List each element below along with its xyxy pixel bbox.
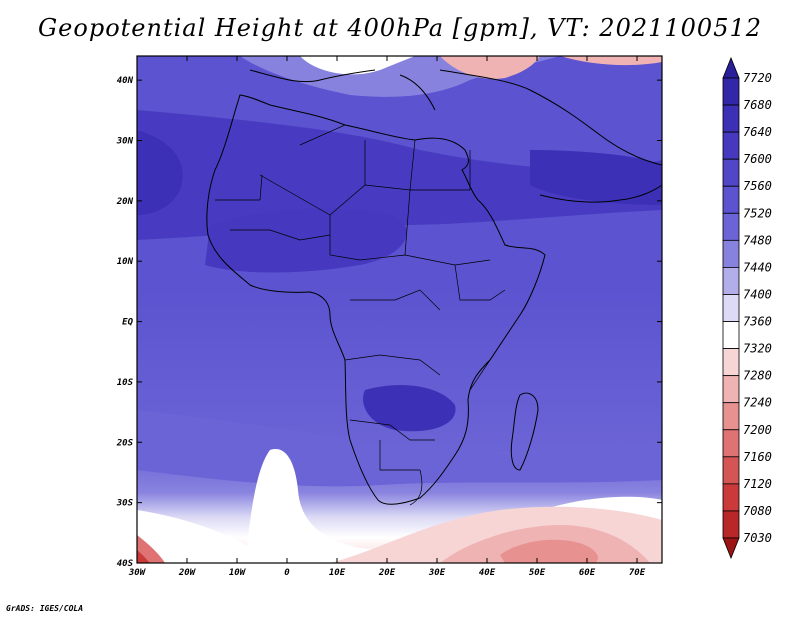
- high-core-sahel: [205, 208, 407, 273]
- plot-frame: [136, 55, 663, 564]
- southwest-low: [137, 535, 165, 563]
- coastline-africa: [206, 69, 663, 505]
- colorbar-swatch: [722, 348, 740, 377]
- colorbar-cap-bottom: [722, 537, 740, 560]
- colorbar-swatch: [722, 483, 740, 512]
- lat-tick-label: 10S: [117, 378, 134, 388]
- colorbar-swatch: [722, 77, 740, 106]
- lat-tick-label: 20N: [116, 197, 134, 207]
- colorbar-level-label: 7600: [743, 152, 772, 166]
- colorbar-cap-top: [722, 56, 740, 79]
- colorbar-level-label: 7320: [743, 342, 772, 356]
- colorbar-level-label: 7640: [743, 125, 772, 139]
- colorbar-level-label: 7720: [743, 71, 772, 85]
- high-core-arabia: [530, 150, 662, 205]
- high-belt-north: [137, 110, 662, 240]
- colorbar-swatch: [722, 239, 740, 268]
- lon-tick-label: 20W: [178, 568, 197, 578]
- country-borders: [215, 124, 506, 506]
- colorbar-level-label: 7080: [743, 504, 772, 518]
- colorbar-level-label: 7160: [743, 450, 772, 464]
- lon-tick-label: 30W: [128, 568, 147, 578]
- lat-tick-label: 40S: [117, 559, 134, 569]
- colorbar-level-label: 7680: [743, 98, 772, 112]
- colorbar-swatch: [722, 185, 740, 214]
- lon-tick-label: 0: [284, 568, 290, 578]
- colorbar-swatch: [722, 104, 740, 133]
- height-field: [137, 56, 662, 563]
- colorbar-swatch: [722, 375, 740, 404]
- colorbar-swatch: [722, 510, 740, 539]
- colorbar-level-label: 7120: [743, 477, 772, 491]
- colorbar-swatch: [722, 321, 740, 349]
- colorbar-level-label: 7360: [743, 315, 772, 329]
- lon-tick-label: 30E: [428, 568, 446, 578]
- colorbar-swatch: [722, 131, 740, 160]
- lon-tick-label: 50E: [529, 568, 546, 578]
- longitude-axis: 30W 20W 10W 0 10E 20E 30E 40E 50E 60E 70E: [128, 56, 646, 578]
- colorbar-swatch: [722, 158, 740, 187]
- colorbar-swatch: [722, 212, 740, 241]
- colorbar-swatch: [722, 456, 740, 485]
- colorbar-level-label: 7480: [743, 233, 772, 247]
- latitude-axis: 40N 30N 20N 10N EQ 10S 20S 30S 40S: [116, 76, 662, 569]
- lon-tick-label: 20E: [378, 568, 396, 578]
- colorbar-swatch: [722, 294, 740, 322]
- southwest-low-core: [137, 550, 150, 563]
- lat-tick-label: 10N: [117, 257, 134, 267]
- colorbar-level-label: 7280: [743, 369, 772, 383]
- lat-tick-label: 40N: [117, 76, 134, 86]
- lat-tick-label: 30N: [116, 137, 134, 147]
- colorbar: 7720 7680 7640 7600 7560 7520 7480 7440 7400 7360…: [722, 56, 772, 560]
- grads-credit: GrADS: IGES/COLA: [6, 604, 84, 613]
- lat-tick-label: EQ: [122, 318, 133, 328]
- lon-tick-label: 60E: [579, 568, 596, 578]
- colorbar-level-label: 7440: [743, 260, 772, 274]
- colorbar-level-label: 7030: [743, 531, 772, 545]
- colorbar-swatch: [722, 429, 740, 458]
- colorbar-level-label: 7400: [743, 287, 772, 301]
- trough-north-white: [300, 56, 415, 75]
- colorbar-level-label: 7200: [743, 423, 772, 437]
- colorbar-swatch: [722, 402, 740, 431]
- colorbar-level-label: 7240: [743, 396, 772, 410]
- lon-tick-label: 10W: [229, 568, 247, 578]
- trough-north-pink: [440, 56, 540, 79]
- colorbar-level-label: 7560: [743, 179, 772, 193]
- lon-tick-label: 40E: [479, 568, 496, 578]
- colorbar-level-label: 7520: [743, 206, 772, 220]
- south-low-inner: [500, 539, 598, 563]
- high-core-west: [137, 130, 183, 215]
- lon-tick-label: 10E: [329, 568, 346, 578]
- lon-tick-label: 70E: [629, 568, 646, 578]
- south-white-band: [137, 510, 262, 563]
- colorbar-swatch: [722, 267, 740, 295]
- lat-tick-label: 20S: [116, 438, 134, 448]
- chart-title: Geopotential Height at 400hPa [gpm], VT:…: [38, 14, 762, 42]
- high-core-south: [363, 385, 456, 432]
- lat-tick-label: 30S: [116, 499, 134, 509]
